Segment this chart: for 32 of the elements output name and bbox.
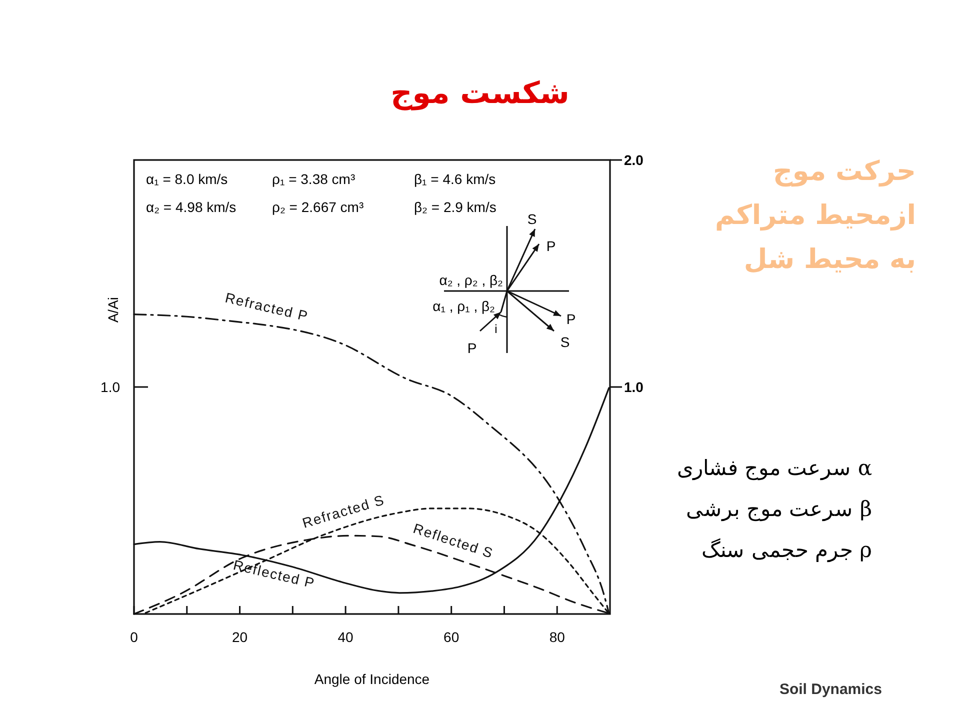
x-tick-label: 0 [130,629,138,645]
x-axis-title: Angle of Incidence [314,671,430,687]
x-tick-label: 40 [338,629,354,645]
annotation: ρ₁ = 3.38 cm³ [272,171,356,187]
text: 1.0 [100,379,120,395]
annotation: α₂ = 4.98 km/s [146,199,236,215]
annotation: β₁ = 4.6 km/s [414,171,496,187]
y-axis-title: A/Ai [105,296,121,323]
annotation: ρ₂ = 2.667 cm³ [272,199,364,215]
annotation: α₁ , ρ₁ , β₂ [432,298,495,314]
annotation: α₂ , ρ₂ , β₂ [439,272,503,288]
x-tick-label: 20 [232,629,248,645]
annotation: P [566,311,576,327]
text: β سرعت موج برشی [686,497,872,522]
annotation: S [527,211,537,227]
text: ازمحیط متراکم [715,200,916,231]
text: ρ جرم حجمی سنگ [702,538,872,563]
y2-tick-label: 2.0 [624,152,644,168]
annotation: P [467,340,477,356]
annotation: P [546,238,556,254]
x-tick-label: 60 [444,629,460,645]
chart-title: شکست موج [390,76,570,111]
annotation: β₂ = 2.9 km/s [414,199,496,215]
annotation: α₁ = 8.0 km/s [146,171,228,187]
y2-tick-label: 1.0 [624,379,644,395]
annotation: i [494,322,498,336]
annotation: S [560,334,570,350]
text: α سرعت موج فشاری [676,456,872,481]
text: Soil Dynamics [779,681,882,698]
text: به محیط شل [744,244,916,275]
x-tick-label: 80 [549,629,566,645]
text: حرکت موج [772,156,916,187]
